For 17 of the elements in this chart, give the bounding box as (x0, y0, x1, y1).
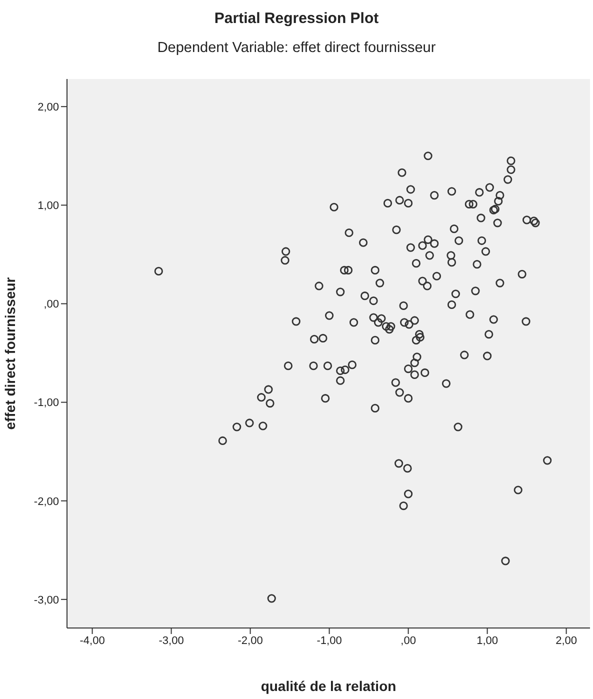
x-tick-label: -1,00 (316, 634, 342, 647)
chart-title: Partial Regression Plot (213, 10, 380, 27)
x-axis-title: qualité de la relation (260, 678, 396, 694)
y-axis-title: effet direct fournisseur (2, 276, 18, 430)
x-tick-label: -3,00 (158, 634, 184, 647)
y-tick-label: -2,00 (34, 496, 59, 508)
y-tick-label: -1,00 (34, 397, 59, 410)
y-tick-label: 1,00 (38, 200, 59, 212)
x-tick-label: -4,00 (80, 634, 105, 647)
y-tick-label: -3,00 (34, 594, 59, 606)
y-tick-label: 2,00 (38, 102, 59, 114)
x-tick-label: 2,00 (556, 634, 578, 647)
x-tick-label: ,00 (400, 634, 416, 647)
chart-subtitle: Dependent Variable: effet direct fournisseur (156, 40, 437, 56)
y-tick-label: ,00 (44, 298, 59, 311)
x-tick-label: -2,00 (238, 634, 263, 647)
x-tick-label: 1,00 (476, 634, 498, 647)
